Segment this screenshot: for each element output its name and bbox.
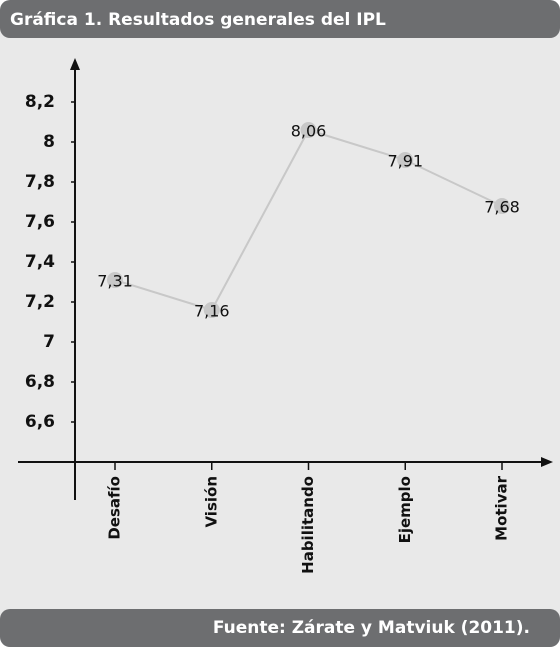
value-label: 7,31	[97, 272, 133, 291]
title-bar	[0, 0, 560, 38]
value-label: 8,06	[291, 122, 327, 141]
y-tick-label: 6,6	[25, 412, 55, 432]
point	[494, 198, 510, 214]
y-tick-label: 7,6	[25, 212, 55, 232]
x-tick-label: Ejemplo	[396, 476, 414, 543]
x-arrow	[541, 457, 553, 467]
source-bar	[0, 609, 560, 647]
value-label: 7,16	[194, 302, 230, 321]
y-tick-label: 7	[43, 332, 55, 352]
chart-title: Gráfica 1. Resultados generales del IPL	[10, 10, 386, 30]
x-tick-label: Habilitando	[299, 476, 317, 574]
x-tick-label: Desafío	[106, 476, 124, 540]
point	[300, 122, 317, 138]
source: Fuente: Zárate y Matviuk (2011).	[213, 618, 530, 638]
point	[397, 152, 414, 168]
y-tick-label: 8,2	[25, 92, 55, 112]
y-tick-label: 7,8	[25, 172, 55, 192]
y-tick-label: 6,8	[25, 372, 55, 392]
x-tick-label: Visión	[202, 476, 220, 528]
point	[107, 272, 123, 288]
y-tick-label: 7,2	[25, 292, 55, 312]
value-label: 7,68	[484, 198, 520, 217]
point	[203, 302, 220, 318]
y-arrow	[70, 58, 80, 70]
y-tick-label: 7,4	[25, 252, 55, 272]
y-tick-label: 8	[43, 132, 55, 152]
value-label: 7,91	[387, 152, 423, 171]
x-tick-label: Motivar	[493, 475, 511, 540]
